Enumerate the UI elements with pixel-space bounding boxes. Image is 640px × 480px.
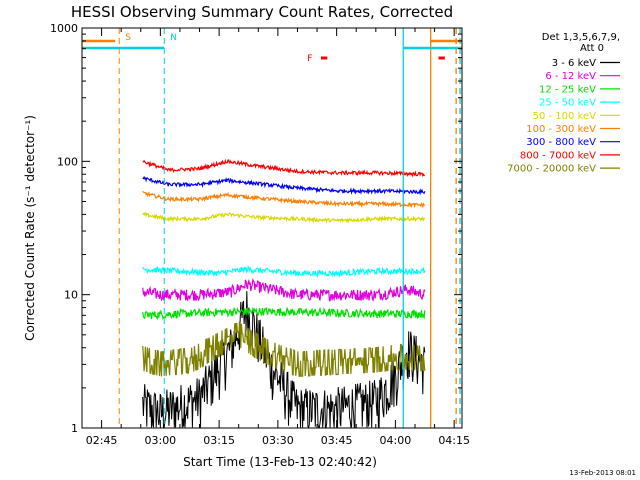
x-tick-label: 03:00 <box>144 434 176 447</box>
legend-label: 300 - 800 keV <box>526 137 596 148</box>
series-line <box>142 175 426 196</box>
legend-label: 6 - 12 keV <box>545 71 596 82</box>
series-line <box>142 306 426 321</box>
series-line <box>142 211 426 224</box>
marker-label: N <box>170 33 177 43</box>
chart-title: HESSI Observing Summary Count Rates, Cor… <box>71 3 453 21</box>
series-line <box>142 158 425 178</box>
series-layer <box>142 158 426 429</box>
legend-label: 25 - 50 keV <box>539 98 596 109</box>
x-tick-label: 04:15 <box>438 434 470 447</box>
legend: Det 1,3,5,6,7,9,Att 0 3 - 6 keV 6 - 12 keV… <box>507 32 620 175</box>
y-tick-label: 10 <box>64 289 78 302</box>
x-tick-label: 04:00 <box>380 434 412 447</box>
legend-label: 3 - 6 keV <box>552 58 596 69</box>
series-line <box>142 277 426 302</box>
series-line <box>142 264 426 278</box>
y-tick-label: 100 <box>57 155 78 168</box>
legend-label: 100 - 300 keV <box>526 124 596 135</box>
y-axis: 1 10 100 1000 <box>50 22 462 435</box>
x-axis-label: Start Time (13-Feb-13 02:40:42) <box>183 455 377 469</box>
legend-header: Att 0 <box>580 43 604 54</box>
x-tick-label: 03:45 <box>321 434 353 447</box>
x-axis: 02:45 03:00 03:15 03:30 03:45 04:00 04:15 <box>86 28 470 447</box>
x-tick-label: 03:15 <box>203 434 235 447</box>
series-line <box>142 321 426 377</box>
legend-label: 50 - 100 keV <box>533 111 597 122</box>
marker-label: S <box>125 33 131 43</box>
series-line <box>142 190 426 210</box>
plot-frame <box>81 27 463 429</box>
legend-label: 800 - 7000 keV <box>520 150 596 161</box>
legend-label: 12 - 25 keV <box>539 84 596 95</box>
legend-header: Det 1,3,5,6,7,9, <box>542 32 620 43</box>
x-tick-label: 03:30 <box>262 434 294 447</box>
footer-timestamp: 13-Feb-2013 08:01 <box>569 469 636 477</box>
flare-label: F <box>307 54 312 64</box>
x-tick-label: 02:45 <box>86 434 118 447</box>
legend-label: 7000 - 20000 keV <box>507 164 596 175</box>
marker-layer: S N F <box>82 28 462 428</box>
y-axis-label: Corrected Count Rate (s⁻¹ detector⁻¹) <box>23 115 37 341</box>
y-tick-label: 1000 <box>50 22 78 35</box>
y-tick-label: 1 <box>71 422 78 435</box>
